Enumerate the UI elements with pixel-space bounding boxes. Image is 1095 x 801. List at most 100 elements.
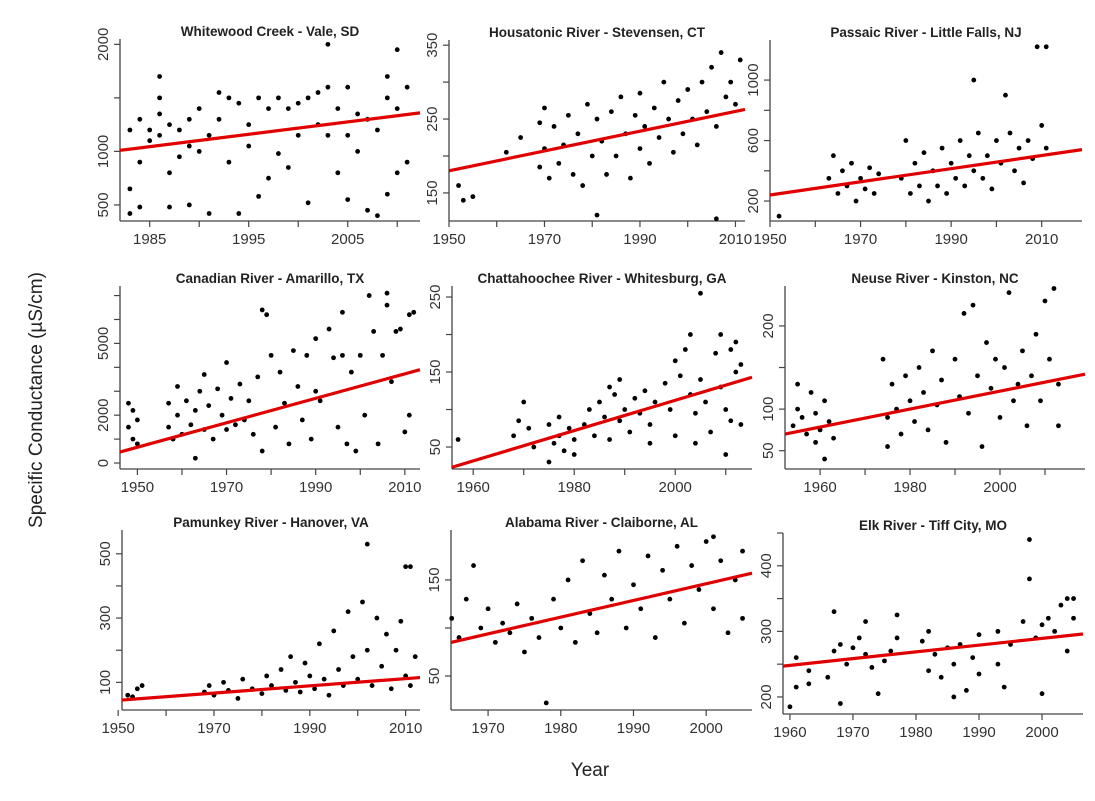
y-tick-label: 2000 [95, 28, 112, 61]
data-point [1024, 423, 1030, 429]
data-point [384, 631, 389, 637]
data-point [398, 618, 404, 624]
data-point [1071, 615, 1076, 621]
data-point [993, 356, 998, 362]
data-point [666, 116, 672, 122]
data-point [885, 415, 890, 420]
data-point [675, 98, 681, 103]
data-point [246, 122, 252, 128]
panel-title: Alabama River - Claiborne, AL [505, 515, 698, 530]
data-point [831, 609, 837, 615]
data-point [738, 362, 744, 367]
x-tick-label: 1990 [293, 720, 326, 737]
data-point [840, 168, 845, 174]
data-point [137, 204, 143, 210]
x-tick-label: 1970 [836, 724, 869, 741]
x-tick-label: 1960 [773, 724, 806, 741]
data-point [331, 355, 336, 361]
x-tick-label: 1950 [101, 720, 134, 737]
data-point [711, 606, 716, 612]
data-point [449, 615, 455, 621]
data-point [312, 686, 317, 692]
data-point [331, 628, 337, 634]
data-point [853, 198, 859, 204]
data-point [661, 79, 667, 85]
data-point [537, 164, 543, 170]
data-point [970, 302, 976, 308]
y-tick-label: 2000 [95, 398, 112, 431]
data-point [126, 424, 131, 430]
data-point [975, 373, 980, 379]
data-point [526, 425, 532, 431]
data-point [997, 415, 1003, 420]
data-point [672, 358, 678, 364]
data-point [682, 347, 688, 352]
data-point [565, 112, 571, 118]
data-point [259, 307, 265, 313]
data-point [898, 431, 904, 437]
data-point [345, 84, 351, 90]
data-point [192, 455, 198, 461]
data-point [919, 638, 925, 644]
data-point [127, 211, 133, 216]
data-point [725, 630, 731, 636]
data-point [295, 132, 301, 138]
data-point [551, 440, 557, 446]
data-point [894, 635, 900, 641]
data-point [694, 142, 700, 148]
data-point [325, 132, 331, 138]
data-point [572, 639, 578, 645]
data-point [259, 448, 265, 454]
data-point [313, 388, 319, 394]
data-point [907, 398, 913, 404]
data-point [698, 377, 703, 382]
data-point [127, 127, 133, 133]
data-point [246, 398, 252, 404]
data-point [384, 302, 390, 308]
data-point [402, 429, 408, 435]
y-tick-label: 150 [427, 360, 444, 385]
data-point [285, 165, 291, 170]
data-point [305, 200, 311, 206]
data-point [693, 440, 698, 446]
data-point [235, 696, 241, 701]
data-point [637, 90, 643, 96]
data-point [711, 534, 716, 540]
data-point [699, 79, 705, 85]
data-point [546, 459, 552, 465]
data-point [536, 635, 542, 640]
data-point [304, 352, 310, 358]
data-point [723, 94, 729, 100]
data-point [1012, 168, 1017, 174]
data-point [226, 159, 232, 165]
data-point [592, 433, 597, 439]
data-point [876, 171, 882, 177]
data-point [408, 564, 413, 570]
data-point [1042, 298, 1048, 304]
data-point [196, 106, 202, 111]
data-point [167, 204, 172, 210]
data-point [647, 160, 652, 166]
data-point [1001, 684, 1007, 690]
data-point [728, 347, 734, 352]
data-point [478, 625, 484, 631]
data-point [953, 175, 959, 181]
data-point [622, 407, 628, 412]
data-point [804, 431, 809, 437]
data-point [740, 548, 745, 554]
data-point [522, 649, 527, 655]
data-point [976, 632, 982, 638]
x-tick-label: 2005 [331, 231, 364, 248]
data-point [831, 435, 836, 441]
x-tick-label: 1990 [962, 724, 995, 741]
data-point [863, 619, 868, 624]
data-point [680, 131, 686, 137]
data-point [1056, 423, 1061, 429]
data-point [470, 194, 476, 200]
data-point [1064, 648, 1070, 654]
data-point [177, 154, 182, 160]
data-point [880, 356, 886, 362]
trend-line [769, 148, 1083, 197]
data-point [943, 439, 949, 445]
